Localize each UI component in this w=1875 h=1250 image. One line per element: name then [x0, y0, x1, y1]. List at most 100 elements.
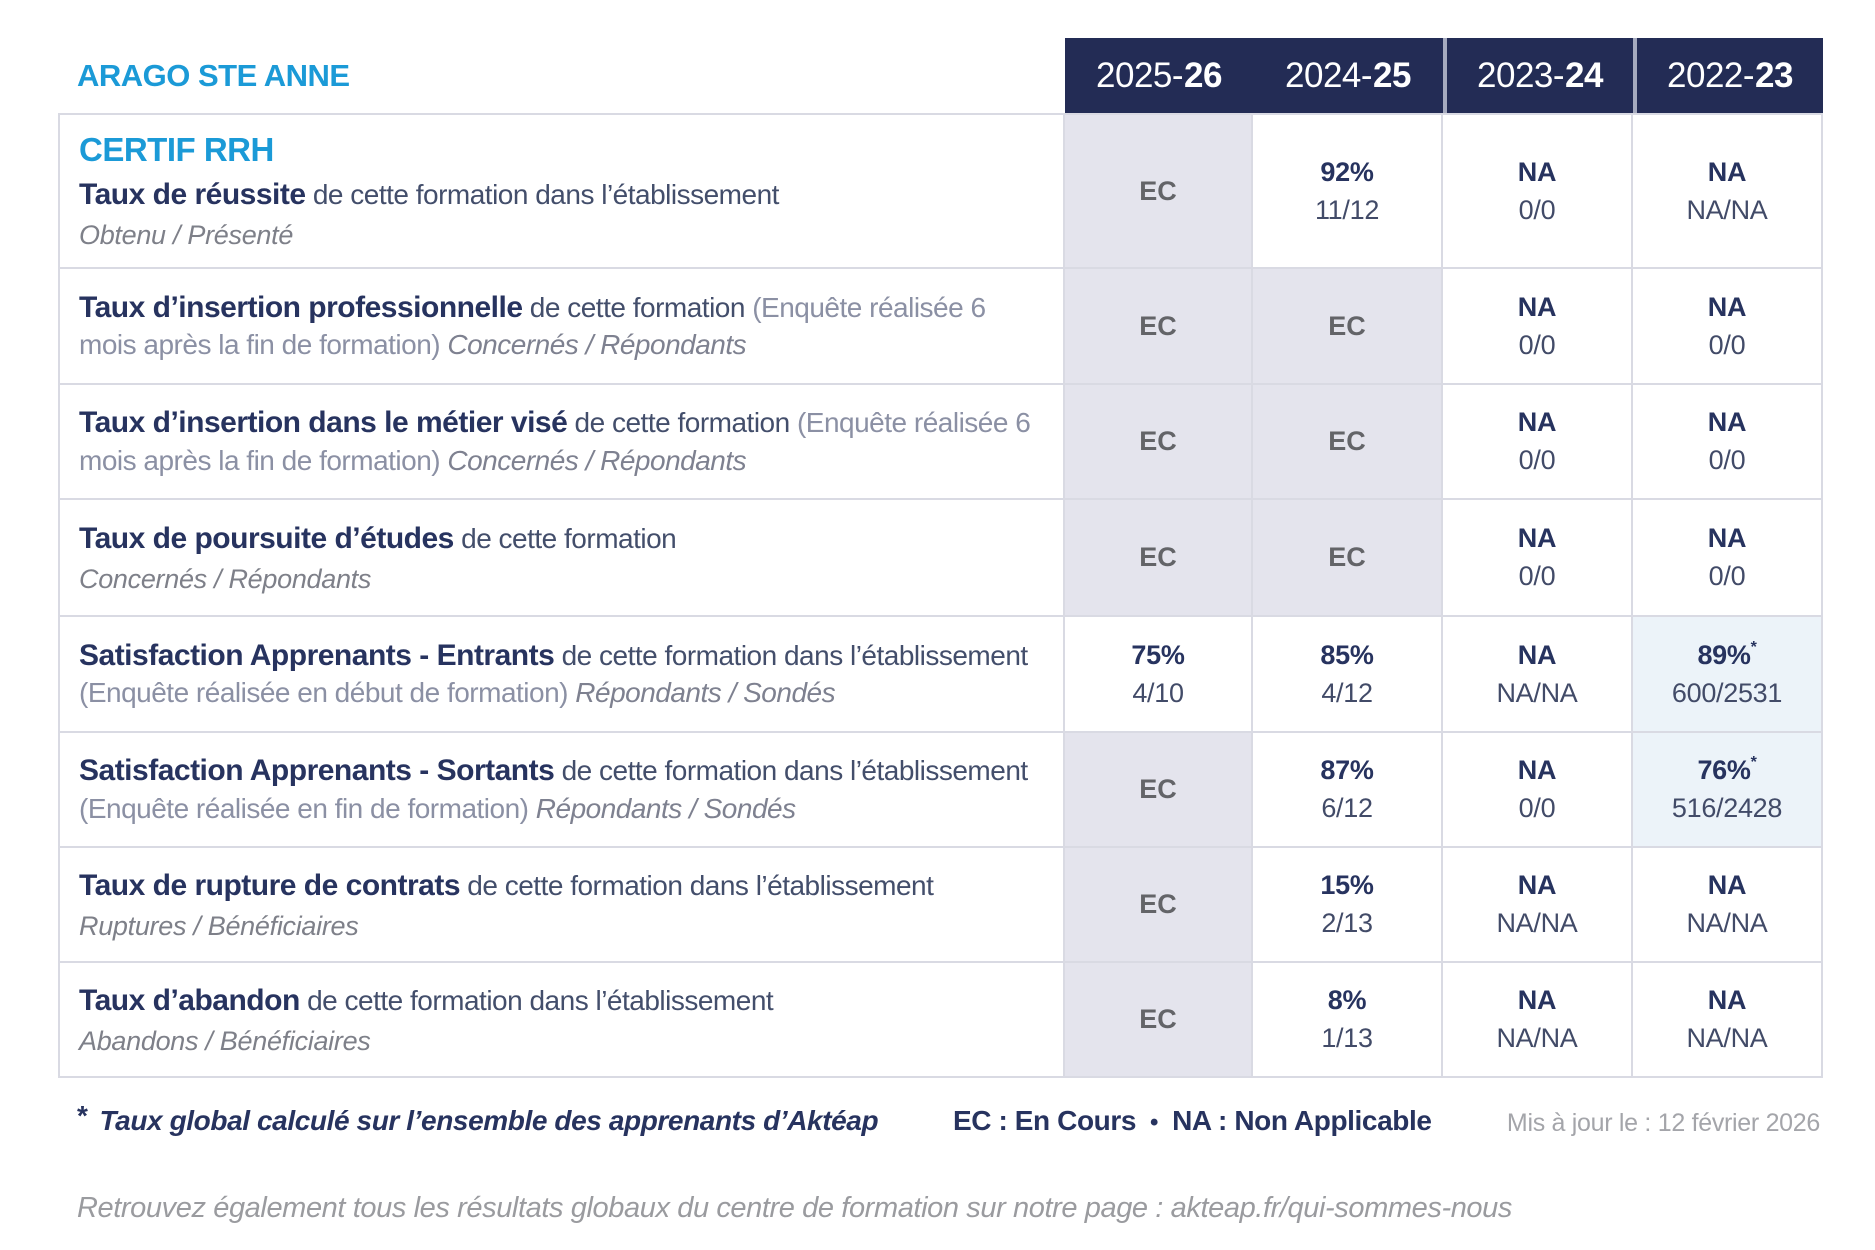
cell-2024-25: EC [1251, 269, 1441, 383]
cell-2024-25: EC [1251, 385, 1441, 498]
org-title: ARAGO STE ANNE [77, 57, 350, 93]
metric-description: de cette formation dans l’établissement [554, 755, 1029, 787]
cell-sub-value: 0/0 [1518, 194, 1556, 225]
year-label: 2024- [1285, 55, 1373, 95]
metric-label: Taux de réussite de cette formation dans… [79, 176, 1049, 214]
cell-2023-24: NA NA/NA [1441, 617, 1631, 731]
course-title: CERTIF RRH [79, 131, 274, 169]
legend-ec: EC : En Cours [953, 1105, 1137, 1136]
row-label: Satisfaction Apprenants - Sortants de ce… [60, 733, 1063, 846]
cell-value: EC [1328, 426, 1366, 456]
cell-value: 92% [1320, 156, 1374, 187]
metric-title: Taux d’abandon [79, 984, 300, 1018]
metric-description: de cette formation [453, 523, 677, 555]
cell-value: 87% [1320, 755, 1374, 785]
cell-value: EC [1139, 175, 1177, 206]
row-label: Taux de rupture de contrats de cette for… [60, 848, 1063, 961]
year-column-2024-25: 2024- 25 [1253, 38, 1443, 113]
year-label-bold: 25 [1373, 55, 1411, 95]
cell-2022-23: NA 0/0 [1631, 269, 1821, 383]
cell-value: EC [1139, 542, 1177, 572]
footnote-text: Taux global calculé sur l’ensemble des a… [99, 1105, 879, 1136]
metric-ratio-label-inline: Concernés / Répondants [447, 329, 747, 361]
cell-sub-value: NA/NA [1686, 194, 1768, 225]
row-label: Taux d’insertion dans le métier visé de … [60, 385, 1063, 498]
year-label: 2025- [1096, 55, 1184, 95]
metric-description: de cette formation [522, 291, 753, 323]
year-label: 2022- [1667, 55, 1755, 95]
cell-sub-value: 516/2428 [1671, 793, 1783, 823]
metric-survey-note: (Enquête réalisée en fin de formation) [79, 792, 536, 824]
table-row: Taux de rupture de contrats de cette for… [60, 846, 1821, 961]
cell-value: 75% [1131, 639, 1185, 670]
metric-title: Taux d’insertion professionnelle [79, 290, 523, 324]
cell-sub-value: 0/0 [1518, 793, 1556, 823]
cell-2025-26: EC [1063, 115, 1251, 267]
table-row: CERTIF RRH Taux de réussite de cette for… [60, 115, 1821, 267]
metric-ratio-label: Concernés / Répondants [79, 563, 372, 594]
cell-2024-25: 87% 6/12 [1251, 733, 1441, 846]
cell-value: NA [1517, 985, 1557, 1015]
cell-value: NA [1517, 755, 1557, 785]
row-label: Satisfaction Apprenants - Entrants de ce… [60, 617, 1063, 731]
cell-value: NA [1517, 291, 1557, 322]
cell-value: 8% [1327, 985, 1367, 1015]
cell-sub-value: NA/NA [1496, 908, 1578, 938]
cell-value: NA [1707, 985, 1747, 1015]
cell-2022-23: 89%* 600/2531 [1631, 617, 1821, 731]
cell-value: 89%* [1697, 638, 1757, 670]
table-row: Satisfaction Apprenants - Entrants de ce… [60, 615, 1821, 731]
cell-sub-value: NA/NA [1496, 1023, 1578, 1053]
cell-2023-24: NA 0/0 [1441, 385, 1631, 498]
table-row: Taux d’insertion professionnelle de cett… [60, 267, 1821, 383]
metric-survey-note: (Enquête réalisée 6 mois après la fin de… [79, 291, 986, 361]
cell-value: NA [1517, 523, 1557, 553]
abbreviation-legend: EC : En Cours • NA : Non Applicable [953, 1105, 1432, 1137]
cell-sub-value: 2/13 [1321, 908, 1373, 938]
metric-survey-note: (Enquête réalisée 6 mois après la fin de… [79, 407, 1031, 476]
metric-description: de cette formation dans l’établissement [460, 870, 934, 902]
cell-2023-24: NA NA/NA [1441, 963, 1631, 1076]
cell-value: NA [1517, 639, 1557, 670]
cell-sub-value: 0/0 [1708, 329, 1746, 360]
cell-sub-value: 0/0 [1518, 445, 1556, 475]
cell-2025-26: EC [1063, 963, 1251, 1076]
metric-description: de cette formation [567, 407, 797, 439]
cell-2025-26: EC [1063, 733, 1251, 846]
year-label-bold: 26 [1184, 55, 1222, 95]
table-row: Taux d’insertion dans le métier visé de … [60, 383, 1821, 498]
metric-label: Satisfaction Apprenants - Entrants de ce… [79, 637, 1049, 711]
cell-value: NA [1707, 291, 1747, 322]
row-label: Taux d’insertion professionnelle de cett… [60, 269, 1063, 383]
year-column-2023-24: 2023- 24 [1443, 38, 1633, 113]
year-column-2025-26: 2025- 26 [1065, 38, 1253, 113]
metric-title: Taux de réussite [79, 178, 306, 212]
cell-sub-value: 0/0 [1708, 561, 1746, 591]
table-header: ARAGO STE ANNE 2025- 26 2024- 25 2023- 24 2… [58, 38, 1823, 113]
cell-2022-23: NA NA/NA [1631, 115, 1821, 267]
row-label: CERTIF RRH Taux de réussite de cette for… [60, 115, 1063, 267]
cell-2023-24: NA 0/0 [1441, 733, 1631, 846]
cell-value: 76%* [1697, 754, 1757, 785]
cell-2025-26: 75% 4/10 [1063, 617, 1251, 731]
metric-label: Taux d’insertion dans le métier visé de … [79, 404, 1049, 478]
cell-value: EC [1139, 774, 1177, 804]
cell-sub-value: 4/10 [1132, 677, 1184, 708]
metric-description: de cette formation dans l’établissement [305, 179, 780, 211]
cell-value: NA [1517, 407, 1557, 437]
cell-2024-25: EC [1251, 500, 1441, 615]
year-column-2022-23: 2022- 23 [1633, 38, 1823, 113]
cell-value: NA [1707, 870, 1747, 900]
metric-label: Taux d’abandon de cette formation dans l… [79, 982, 1049, 1020]
cell-sub-value: 1/13 [1321, 1023, 1373, 1053]
cell-value: EC [1328, 542, 1366, 572]
cell-2024-25: 8% 1/13 [1251, 963, 1441, 1076]
global-rate-footnote: * Taux global calculé sur l’ensemble des … [77, 1100, 879, 1137]
table-row: Satisfaction Apprenants - Sortants de ce… [60, 731, 1821, 846]
cell-value: 85% [1320, 639, 1374, 670]
metric-title: Taux de rupture de contrats [79, 869, 461, 903]
cell-value: NA [1707, 407, 1747, 437]
metric-label: Taux d’insertion professionnelle de cett… [79, 289, 1049, 363]
cell-value: EC [1139, 889, 1177, 919]
cell-2023-24: NA 0/0 [1441, 269, 1631, 383]
